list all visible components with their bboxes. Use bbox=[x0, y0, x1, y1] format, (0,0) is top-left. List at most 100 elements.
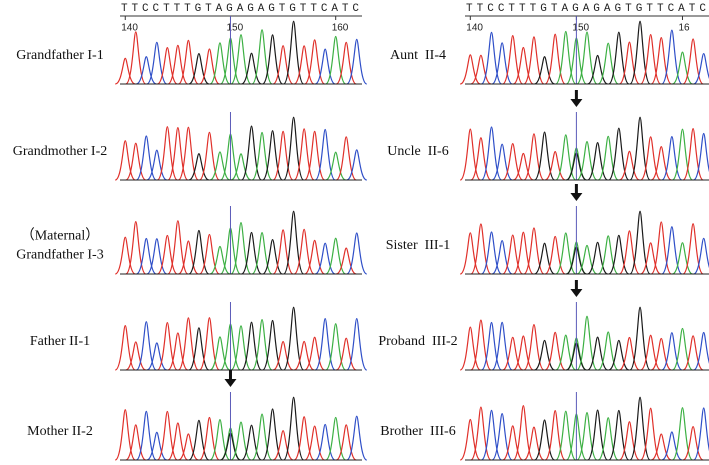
trace-peak bbox=[293, 228, 315, 275]
trace-peak bbox=[178, 240, 199, 275]
trace-peak bbox=[587, 54, 608, 85]
trace-peak bbox=[661, 136, 683, 181]
trace-peak bbox=[125, 424, 147, 461]
trace-peak bbox=[597, 42, 619, 85]
trace-peak bbox=[661, 29, 683, 85]
trace-peak bbox=[693, 237, 709, 275]
trace-peak bbox=[136, 56, 157, 85]
trace-peak bbox=[125, 341, 147, 371]
trace-peak bbox=[261, 319, 284, 371]
trace-peak bbox=[135, 321, 157, 371]
trace-peak bbox=[167, 44, 189, 85]
trace-peak bbox=[346, 149, 368, 181]
trace-peak bbox=[650, 146, 672, 181]
trace-peak bbox=[157, 234, 178, 275]
trace-peak bbox=[576, 315, 598, 371]
trace-peak bbox=[335, 337, 357, 371]
trace-peak bbox=[261, 408, 284, 461]
trace-peak bbox=[555, 134, 577, 181]
trace-peak bbox=[283, 210, 305, 275]
trace-peak bbox=[502, 425, 524, 461]
trace-peak bbox=[672, 51, 693, 85]
trace-peak bbox=[618, 41, 641, 85]
sample-label: Grandfather I-3 bbox=[16, 248, 103, 263]
trace-peak bbox=[304, 39, 326, 85]
sample-label: Father II-1 bbox=[30, 334, 90, 349]
trace-peak bbox=[209, 336, 231, 371]
trace-peak bbox=[230, 153, 252, 181]
trace-peak bbox=[346, 38, 368, 85]
arrow-head bbox=[570, 289, 583, 297]
trace-peak bbox=[693, 52, 709, 85]
trace-peak bbox=[608, 409, 630, 461]
trace-peak bbox=[272, 340, 294, 371]
trace-peak bbox=[534, 339, 555, 371]
trace-peak bbox=[682, 38, 704, 85]
trace-peak bbox=[513, 152, 534, 181]
trace-peak bbox=[177, 317, 199, 371]
chromatogram bbox=[114, 302, 368, 371]
sample-label: Mother II-2 bbox=[27, 424, 93, 439]
trace-peak bbox=[188, 153, 210, 181]
trace-peak bbox=[693, 331, 709, 371]
trace-peak bbox=[533, 419, 556, 461]
sample-label: Grandfather I-1 bbox=[16, 48, 103, 63]
trace-peak bbox=[470, 137, 492, 181]
trace-peak bbox=[209, 245, 231, 275]
trace-peak bbox=[459, 418, 481, 461]
trace-peak bbox=[199, 48, 220, 85]
trace-peak bbox=[272, 229, 294, 275]
trace-peak bbox=[523, 36, 545, 85]
trace-peak bbox=[470, 223, 492, 275]
trace-peak bbox=[619, 336, 640, 371]
trace-peak bbox=[480, 31, 503, 85]
trace-peak bbox=[671, 407, 694, 461]
trace-peak bbox=[335, 424, 357, 461]
trace-peak bbox=[650, 337, 672, 371]
trace-peak bbox=[146, 149, 168, 181]
trace-peak bbox=[314, 423, 336, 461]
trace-peak bbox=[241, 424, 262, 461]
trace-peak bbox=[241, 52, 262, 85]
trace-peak bbox=[693, 407, 709, 461]
trace-peak bbox=[544, 151, 566, 181]
position-label: 16 bbox=[678, 23, 690, 34]
trace-peak bbox=[587, 142, 609, 181]
sample-label: （Maternal） bbox=[21, 228, 100, 244]
trace-peak bbox=[672, 242, 693, 275]
trace-peak bbox=[198, 131, 221, 181]
sample-label: Proband III-2 bbox=[378, 334, 457, 349]
trace-peak bbox=[619, 150, 640, 181]
trace-peak bbox=[502, 35, 524, 85]
trace-peak bbox=[608, 127, 630, 181]
sample-label: Brother III-6 bbox=[380, 424, 455, 439]
trace-peak bbox=[346, 415, 368, 461]
trace-peak bbox=[283, 396, 305, 461]
trace-peak bbox=[346, 317, 368, 371]
trace-peak bbox=[629, 116, 651, 181]
trace-peak bbox=[629, 20, 651, 85]
trace-peak bbox=[293, 416, 315, 461]
trace-peak bbox=[314, 48, 336, 85]
trace-peak bbox=[459, 326, 481, 371]
trace-peak bbox=[629, 306, 651, 371]
sample-label: Aunt II-4 bbox=[390, 48, 446, 63]
trace-peak bbox=[156, 410, 178, 461]
trace-peak bbox=[114, 236, 136, 275]
trace-peak bbox=[346, 232, 368, 275]
trace-peak bbox=[272, 430, 294, 461]
trace-peak bbox=[480, 126, 503, 181]
trace-peak bbox=[125, 221, 147, 275]
trace-peak bbox=[587, 336, 608, 371]
trace-peak bbox=[335, 247, 357, 275]
trace-peak bbox=[470, 54, 492, 85]
position-label: 150 bbox=[226, 23, 243, 34]
trace-peak bbox=[491, 239, 513, 275]
trace-peak bbox=[188, 327, 210, 371]
trace-peak bbox=[523, 324, 545, 371]
chromatogram bbox=[114, 112, 368, 181]
position-label: 140 bbox=[466, 23, 483, 34]
trace-peak bbox=[491, 42, 513, 85]
trace-peak bbox=[682, 223, 704, 275]
trace-peak bbox=[597, 417, 619, 461]
